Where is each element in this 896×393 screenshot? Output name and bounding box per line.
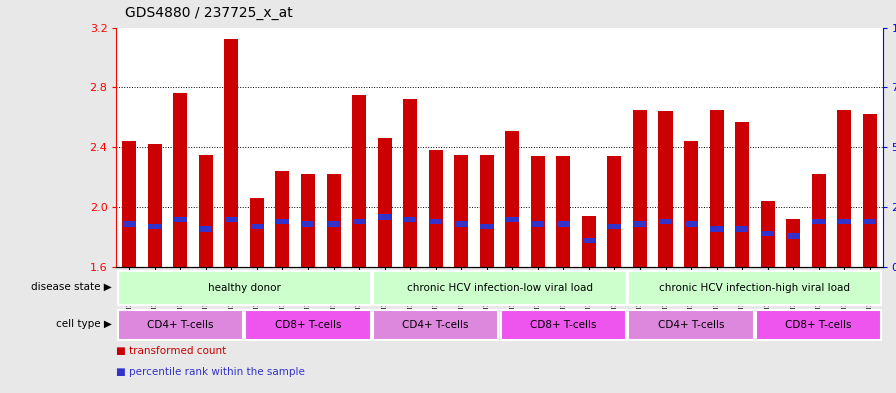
Text: cell type ▶: cell type ▶ xyxy=(56,319,112,329)
Bar xyxy=(122,141,136,267)
Bar xyxy=(633,222,646,227)
Bar xyxy=(428,151,443,267)
Bar xyxy=(353,219,366,224)
Bar xyxy=(530,156,545,267)
Bar xyxy=(711,226,723,231)
Bar xyxy=(812,174,826,267)
Text: CD4+ T-cells: CD4+ T-cells xyxy=(402,320,469,330)
Text: CD8+ T-cells: CD8+ T-cells xyxy=(275,320,341,330)
Bar xyxy=(633,110,647,267)
Bar xyxy=(582,216,596,267)
Bar xyxy=(327,222,340,227)
Bar xyxy=(404,217,417,222)
Bar xyxy=(173,94,187,267)
Bar xyxy=(864,219,876,224)
Bar xyxy=(582,238,595,244)
Bar xyxy=(607,156,622,267)
Text: healthy donor: healthy donor xyxy=(208,283,280,293)
Bar xyxy=(455,222,468,227)
Bar xyxy=(813,219,825,224)
Bar xyxy=(251,224,263,229)
Bar xyxy=(756,310,882,340)
Bar xyxy=(373,271,626,305)
Bar xyxy=(710,110,724,267)
Bar xyxy=(199,155,213,267)
Text: CD4+ T-cells: CD4+ T-cells xyxy=(147,320,213,330)
Bar xyxy=(302,222,314,227)
Bar xyxy=(628,310,754,340)
Text: ■ transformed count: ■ transformed count xyxy=(116,346,227,356)
Bar xyxy=(480,224,493,229)
Bar xyxy=(505,131,520,267)
Bar xyxy=(761,201,775,267)
Bar xyxy=(403,99,418,267)
Bar xyxy=(275,171,289,267)
Bar xyxy=(123,222,135,227)
Bar xyxy=(225,217,237,222)
Bar xyxy=(149,224,161,229)
Bar xyxy=(246,310,371,340)
Text: chronic HCV infection-high viral load: chronic HCV infection-high viral load xyxy=(659,283,850,293)
Bar xyxy=(659,111,673,267)
Bar xyxy=(684,141,698,267)
Bar xyxy=(479,155,494,267)
Bar xyxy=(352,95,366,267)
Text: GDS4880 / 237725_x_at: GDS4880 / 237725_x_at xyxy=(125,6,293,20)
Bar xyxy=(531,222,544,227)
Bar xyxy=(786,219,800,267)
Bar xyxy=(429,219,442,224)
Bar xyxy=(762,231,774,236)
Text: CD8+ T-cells: CD8+ T-cells xyxy=(786,320,852,330)
Bar xyxy=(174,217,186,222)
Bar xyxy=(117,310,243,340)
Bar xyxy=(838,219,850,224)
Bar xyxy=(863,114,877,267)
Text: CD4+ T-cells: CD4+ T-cells xyxy=(658,320,724,330)
Bar xyxy=(506,217,519,222)
Bar xyxy=(659,219,672,224)
Bar xyxy=(224,39,238,267)
Text: ■ percentile rank within the sample: ■ percentile rank within the sample xyxy=(116,367,306,377)
Bar xyxy=(787,233,799,239)
Text: chronic HCV infection-low viral load: chronic HCV infection-low viral load xyxy=(407,283,592,293)
Bar xyxy=(736,226,748,231)
Bar xyxy=(454,155,469,267)
Bar xyxy=(377,138,392,267)
Bar xyxy=(117,271,371,305)
Bar xyxy=(557,222,570,227)
Bar xyxy=(685,222,697,227)
Bar xyxy=(378,214,391,220)
Bar xyxy=(373,310,498,340)
Bar xyxy=(608,224,621,229)
Bar xyxy=(276,219,289,224)
Text: disease state ▶: disease state ▶ xyxy=(31,282,112,292)
Text: CD8+ T-cells: CD8+ T-cells xyxy=(530,320,597,330)
Bar xyxy=(556,156,571,267)
Bar xyxy=(326,174,340,267)
Bar xyxy=(837,110,851,267)
Bar xyxy=(148,144,162,267)
Bar xyxy=(301,174,315,267)
Bar xyxy=(250,198,264,267)
Bar xyxy=(200,226,212,231)
Bar xyxy=(501,310,626,340)
Bar xyxy=(628,271,882,305)
Bar xyxy=(735,122,749,267)
